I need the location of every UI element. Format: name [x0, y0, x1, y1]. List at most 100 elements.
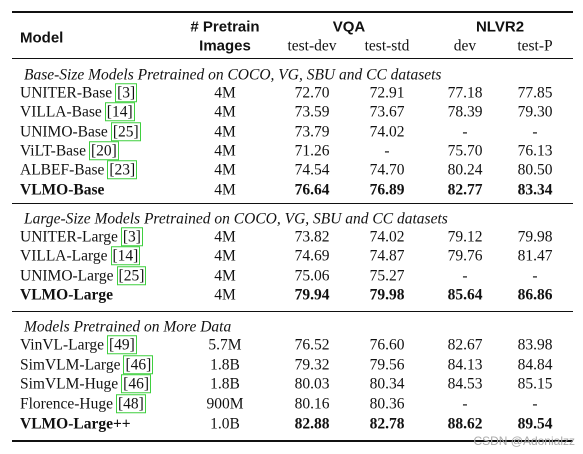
citation: [20]: [88, 141, 119, 161]
value-cell: 76.52: [294, 336, 330, 354]
model-cell: SimVLM-Huge [46]: [20, 374, 151, 394]
value-cell: 4M: [214, 266, 236, 284]
citation: [46]: [121, 374, 151, 394]
header-pretrain: Images: [199, 37, 251, 55]
value-cell: 74.70: [369, 161, 405, 179]
value-cell: 80.24: [447, 161, 483, 179]
value-cell: 76.60: [369, 336, 405, 354]
model-name: VILLA-Large: [20, 247, 108, 265]
model-cell: UNIMO-Base [25]: [20, 121, 141, 141]
value-cell: 79.94: [294, 286, 330, 304]
value-cell: 86.86: [517, 286, 553, 304]
model-name: VLMO-Large: [20, 286, 113, 304]
model-name: SimVLM-Huge: [20, 375, 119, 393]
value-cell: 82.77: [447, 180, 483, 198]
citation: [14]: [104, 102, 135, 122]
model-name: VLMO-Large++: [20, 415, 131, 433]
value-cell: 75.06: [294, 266, 330, 284]
section-rule: [12, 203, 573, 204]
value-cell: 4M: [214, 122, 236, 140]
value-cell: 76.13: [517, 142, 553, 160]
value-cell: 4M: [214, 247, 236, 265]
value-cell: 80.36: [369, 395, 405, 413]
model-name: SimVLM-Large: [20, 355, 121, 373]
model-name: UNIMO-Base: [20, 122, 108, 140]
model-cell: ALBEF-Base [23]: [20, 160, 138, 180]
value-cell: 80.50: [517, 161, 553, 179]
value-cell: 79.98: [517, 228, 553, 246]
value-cell: 4M: [214, 228, 236, 246]
model-cell: Florence-Huge [48]: [20, 394, 146, 414]
model-cell: UNITER-Large [3]: [20, 227, 143, 247]
watermark: CSDN @Adonialzz: [473, 434, 575, 448]
value-cell: 77.18: [447, 84, 483, 102]
value-cell: 79.30: [517, 103, 553, 121]
model-name: VLMO-Base: [20, 180, 105, 198]
value-cell: 72.91: [369, 84, 405, 102]
citation: [3]: [120, 227, 143, 247]
value-cell: -: [462, 395, 468, 413]
value-cell: 79.32: [294, 355, 330, 373]
model-cell: ViLT-Base [20]: [20, 141, 119, 161]
value-cell: 81.47: [517, 247, 553, 265]
section-rule: [12, 311, 573, 312]
value-cell: 85.64: [447, 286, 483, 304]
header-pretrain: # Pretrain: [190, 18, 260, 36]
citation: [3]: [115, 83, 138, 103]
value-cell: -: [462, 122, 468, 140]
value-cell: 84.13: [447, 355, 483, 373]
citation: [25]: [116, 265, 147, 285]
value-cell: 88.62: [447, 415, 483, 433]
model-cell: VLMO-Base: [20, 182, 104, 198]
model-name: ViLT-Base: [20, 142, 86, 160]
model-name: UNITER-Large: [20, 228, 118, 246]
value-cell: 75.70: [447, 142, 483, 160]
value-cell: 74.02: [369, 228, 405, 246]
value-cell: 83.98: [517, 336, 553, 354]
value-cell: 4M: [214, 84, 236, 102]
header-rule: [12, 58, 573, 59]
model-cell: VinVL-Large [49]: [20, 335, 137, 355]
value-cell: 74.02: [369, 122, 405, 140]
value-cell: 84.84: [517, 355, 553, 373]
section-title: Models Pretrained on More Data: [24, 318, 232, 336]
value-cell: 82.78: [369, 415, 405, 433]
model-cell: SimVLM-Large [46]: [20, 354, 154, 374]
value-cell: 84.53: [447, 375, 483, 393]
model-name: Florence-Huge: [20, 395, 113, 413]
model-cell: VILLA-Base [14]: [20, 102, 135, 122]
section-title: Base-Size Models Pretrained on COCO, VG,…: [24, 66, 442, 84]
model-name: VinVL-Large: [20, 336, 105, 354]
value-cell: 89.54: [517, 415, 553, 433]
citation: [46]: [123, 354, 154, 374]
value-cell: 79.12: [447, 228, 483, 246]
header-subcolumn: dev: [453, 37, 477, 55]
value-cell: 80.16: [294, 395, 330, 413]
value-cell: 4M: [214, 180, 236, 198]
value-cell: -: [384, 142, 390, 160]
value-cell: 74.87: [369, 247, 405, 265]
model-name: UNIMO-Large: [20, 266, 114, 284]
header-nlvr2: NLVR2: [475, 18, 525, 36]
value-cell: 1.8B: [210, 355, 240, 373]
value-cell: 76.89: [369, 180, 405, 198]
model-name: UNITER-Base: [20, 84, 113, 102]
value-cell: -: [532, 266, 538, 284]
value-cell: 78.39: [447, 103, 483, 121]
model-cell: VLMO-Large++: [20, 416, 131, 432]
value-cell: 73.59: [294, 103, 330, 121]
value-cell: 73.79: [294, 122, 330, 140]
model-cell: UNIMO-Large [25]: [20, 265, 147, 285]
model-name: VILLA-Base: [20, 103, 102, 121]
value-cell: 75.27: [369, 266, 405, 284]
model-cell: UNITER-Base [3]: [20, 83, 138, 103]
value-cell: 74.69: [294, 247, 330, 265]
value-cell: 76.64: [294, 180, 330, 198]
value-cell: 83.34: [517, 180, 553, 198]
value-cell: 1.0B: [210, 415, 240, 433]
value-cell: 4M: [214, 286, 236, 304]
header-model: Model: [20, 29, 64, 47]
value-cell: -: [532, 395, 538, 413]
model-cell: VILLA-Large [14]: [20, 246, 141, 266]
